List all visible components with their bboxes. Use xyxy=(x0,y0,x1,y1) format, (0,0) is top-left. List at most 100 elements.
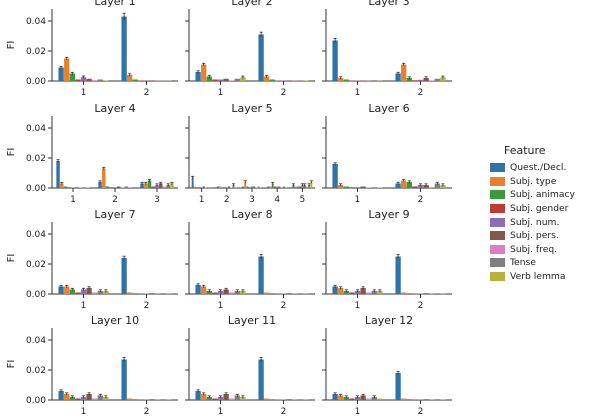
bar xyxy=(159,183,163,188)
x-tick-label: 1 xyxy=(355,195,361,205)
bar xyxy=(202,186,205,188)
legend-swatch xyxy=(490,272,505,282)
legend-label: Subj. animacy xyxy=(510,189,575,201)
bar xyxy=(395,256,401,294)
bar xyxy=(301,185,304,188)
bar xyxy=(149,293,155,294)
bar xyxy=(98,182,102,188)
bar xyxy=(132,399,138,400)
bar xyxy=(166,185,170,188)
bar xyxy=(244,182,247,188)
bar xyxy=(212,292,218,294)
x-tick-label: 2 xyxy=(144,88,150,98)
bar xyxy=(354,397,361,400)
bar xyxy=(206,397,212,400)
bar xyxy=(246,186,249,188)
legend-label: Quest./Decl. xyxy=(510,162,567,174)
legend-label: Tense xyxy=(510,257,536,269)
bar xyxy=(234,187,237,188)
bar xyxy=(253,186,256,188)
bar xyxy=(229,398,235,400)
bar xyxy=(97,79,103,81)
bar xyxy=(338,288,344,294)
bar xyxy=(64,394,70,400)
bar xyxy=(434,78,440,81)
panel-title: Layer 5 xyxy=(231,102,272,115)
legend-swatch xyxy=(490,204,505,214)
bar xyxy=(92,398,98,400)
x-tick-label: 3 xyxy=(249,195,255,205)
bar xyxy=(103,291,109,294)
bar xyxy=(75,398,81,400)
bar xyxy=(308,185,311,188)
bar xyxy=(303,185,306,188)
bar xyxy=(198,187,201,188)
bar xyxy=(395,373,401,400)
x-tick-label: 2 xyxy=(112,195,118,205)
bar xyxy=(285,187,288,188)
legend-entry: Subj. animacy xyxy=(490,188,598,202)
bar xyxy=(86,394,92,400)
panel-title: Layer 7 xyxy=(94,208,135,221)
bar xyxy=(92,80,98,81)
bar xyxy=(209,187,212,188)
bar xyxy=(221,187,224,188)
bar xyxy=(406,182,412,188)
x-tick-label: 3 xyxy=(154,195,160,205)
y-tick-label: 0.00 xyxy=(26,396,46,406)
bar xyxy=(201,394,207,400)
bar xyxy=(360,395,366,400)
y-axis-label: FI xyxy=(6,360,17,369)
bar xyxy=(217,397,224,400)
legend-entry: Quest./Decl. xyxy=(490,161,598,175)
bar xyxy=(276,186,279,188)
bar xyxy=(191,177,194,188)
x-tick-label: 1 xyxy=(355,88,361,98)
x-tick-label: 4 xyxy=(274,195,280,205)
bar xyxy=(160,293,166,294)
bar xyxy=(234,291,240,294)
bar xyxy=(269,79,275,81)
bar xyxy=(286,80,292,81)
bar xyxy=(412,80,418,81)
bar xyxy=(423,185,429,188)
panel-title: Layer 9 xyxy=(368,208,409,221)
legend-swatch xyxy=(490,163,505,173)
legend-label: Subj. num. xyxy=(510,216,560,228)
bar xyxy=(257,186,260,188)
bar xyxy=(305,186,308,188)
x-tick-label: 1 xyxy=(81,88,87,98)
bar xyxy=(69,397,75,400)
bar xyxy=(371,291,377,294)
bar xyxy=(234,395,240,400)
x-tick-label: 2 xyxy=(418,301,424,311)
bar xyxy=(296,186,299,188)
bar xyxy=(75,187,79,188)
panel-title: Layer 10 xyxy=(91,314,139,327)
bar xyxy=(278,186,281,188)
x-tick-label: 2 xyxy=(418,195,424,205)
bar xyxy=(440,77,446,81)
bar xyxy=(58,286,64,294)
bar xyxy=(64,286,70,294)
bar xyxy=(332,40,338,81)
x-tick-label: 2 xyxy=(144,301,150,311)
bar xyxy=(201,286,207,294)
bar xyxy=(103,397,109,400)
bar xyxy=(338,185,344,188)
bar xyxy=(132,79,138,81)
legend-swatch xyxy=(490,258,505,268)
legend-entry: Tense xyxy=(490,256,598,270)
bar xyxy=(242,186,245,188)
bar xyxy=(144,183,148,188)
bar xyxy=(240,397,246,400)
bar xyxy=(67,187,71,188)
bar xyxy=(299,186,302,188)
bar xyxy=(258,34,264,81)
bar xyxy=(269,399,275,400)
y-tick-label: 0.02 xyxy=(26,260,46,270)
bar xyxy=(354,187,361,188)
panel-title: Layer 6 xyxy=(368,102,409,115)
y-tick-label: 0.04 xyxy=(26,17,46,27)
